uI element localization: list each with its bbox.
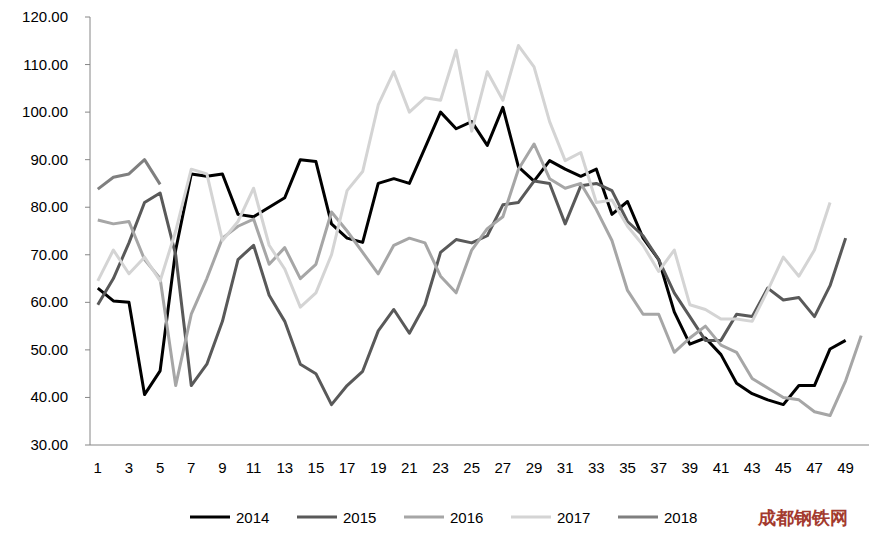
legend-swatch bbox=[511, 516, 551, 519]
x-tick-label: 23 bbox=[432, 459, 449, 476]
y-tick-label: 50.00 bbox=[30, 341, 68, 358]
legend-label: 2014 bbox=[236, 509, 269, 526]
y-tick-label: 70.00 bbox=[30, 246, 68, 263]
x-tick-label: 39 bbox=[681, 459, 698, 476]
plot-area bbox=[98, 46, 861, 416]
y-tick-label: 80.00 bbox=[30, 198, 68, 215]
y-tick-label: 90.00 bbox=[30, 151, 68, 168]
x-tick-label: 13 bbox=[276, 459, 293, 476]
legend-label: 2015 bbox=[343, 509, 376, 526]
legend-swatch bbox=[618, 516, 658, 519]
x-tick-label: 1 bbox=[94, 459, 102, 476]
x-tick-label: 3 bbox=[125, 459, 133, 476]
x-tick-label: 31 bbox=[557, 459, 574, 476]
y-tick bbox=[85, 112, 90, 113]
y-tick-label: 40.00 bbox=[30, 388, 68, 405]
y-tick bbox=[85, 302, 90, 303]
x-tick-label: 19 bbox=[370, 459, 387, 476]
x-tick-label: 41 bbox=[713, 459, 730, 476]
series-line bbox=[98, 144, 861, 416]
x-tick-label: 29 bbox=[526, 459, 543, 476]
y-tick-label: 120.00 bbox=[22, 8, 68, 25]
y-tick-label: 110.00 bbox=[23, 56, 68, 73]
x-tick-label: 49 bbox=[837, 459, 854, 476]
y-tick bbox=[85, 445, 90, 446]
watermark: 成都钢铁网 bbox=[757, 508, 848, 528]
series-line bbox=[98, 160, 160, 189]
y-tick bbox=[85, 159, 90, 160]
y-axis bbox=[90, 17, 91, 445]
y-tick bbox=[85, 17, 90, 18]
y-tick-label: 30.00 bbox=[30, 436, 68, 453]
x-tick-label: 5 bbox=[156, 459, 164, 476]
x-tick-label: 33 bbox=[588, 459, 605, 476]
y-tick bbox=[85, 207, 90, 208]
legend-label: 2018 bbox=[664, 509, 697, 526]
x-tick-label: 35 bbox=[619, 459, 636, 476]
x-tick-label: 17 bbox=[339, 459, 356, 476]
x-tick-label: 25 bbox=[463, 459, 480, 476]
legend-label: 2016 bbox=[450, 509, 483, 526]
x-tick-label: 15 bbox=[308, 459, 325, 476]
x-tick-label: 9 bbox=[218, 459, 226, 476]
series-line bbox=[98, 46, 830, 322]
y-tick-label: 100.00 bbox=[22, 103, 68, 120]
y-tick bbox=[85, 254, 90, 255]
y-tick bbox=[85, 397, 90, 398]
legend-swatch bbox=[404, 516, 444, 519]
x-tick-label: 11 bbox=[246, 459, 262, 476]
y-tick bbox=[85, 64, 90, 65]
series-line bbox=[98, 181, 846, 405]
legend-swatch bbox=[297, 516, 337, 519]
x-tick-label: 37 bbox=[650, 459, 667, 476]
x-tick-label: 7 bbox=[187, 459, 195, 476]
chart: 30.00 40.00 50.00 60.00 70.00 80.00 90.00 100.0… bbox=[0, 0, 883, 538]
x-axis bbox=[90, 445, 869, 446]
x-tick-label: 21 bbox=[401, 459, 418, 476]
y-tick bbox=[85, 349, 90, 350]
y-tick-label: 60.00 bbox=[30, 293, 68, 310]
legend-swatch bbox=[190, 516, 230, 519]
x-tick-label: 43 bbox=[744, 459, 761, 476]
x-tick-label: 45 bbox=[775, 459, 792, 476]
series-line bbox=[98, 107, 846, 404]
legend-label: 2017 bbox=[557, 509, 590, 526]
x-tick-label: 27 bbox=[495, 459, 512, 476]
x-tick-label: 47 bbox=[806, 459, 823, 476]
